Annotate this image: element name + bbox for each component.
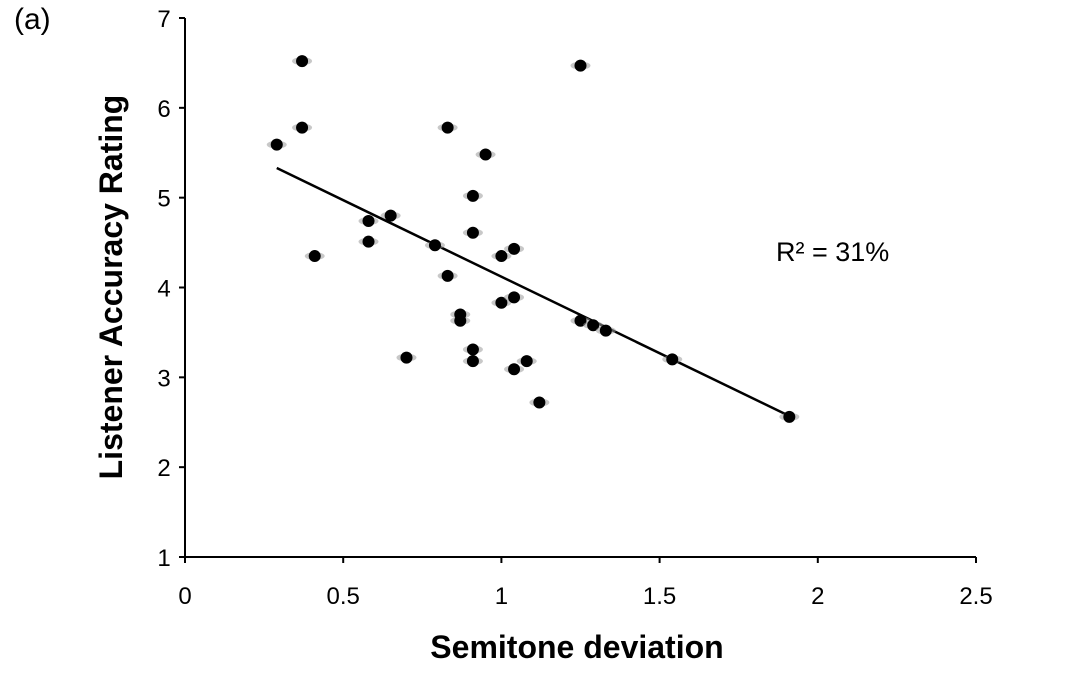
data-point bbox=[296, 121, 309, 134]
x-axis-title: Semitone deviation bbox=[430, 629, 723, 665]
y-tick-label: 3 bbox=[157, 365, 170, 392]
data-point bbox=[466, 189, 479, 202]
y-axis-title: Listener Accuracy Rating bbox=[93, 95, 129, 480]
data-points bbox=[266, 55, 800, 423]
data-point bbox=[783, 410, 796, 423]
y-axis-ticks: 1 2 3 4 5 6 7 bbox=[157, 6, 185, 572]
x-tick-label: 2.5 bbox=[959, 583, 992, 610]
data-point bbox=[479, 148, 492, 161]
y-tick-label: 7 bbox=[157, 6, 170, 33]
y-tick-label: 4 bbox=[157, 276, 170, 303]
data-point bbox=[454, 314, 467, 327]
data-point bbox=[495, 250, 508, 263]
x-tick-label: 1.5 bbox=[643, 583, 676, 610]
data-point bbox=[466, 355, 479, 368]
data-point bbox=[533, 396, 546, 409]
data-point bbox=[574, 314, 587, 327]
data-point bbox=[508, 242, 521, 255]
y-tick-label: 1 bbox=[157, 545, 170, 572]
x-tick-label: 2 bbox=[811, 583, 824, 610]
data-point bbox=[574, 59, 587, 72]
data-point bbox=[495, 296, 508, 309]
data-point bbox=[362, 215, 375, 228]
data-point bbox=[466, 226, 479, 239]
trendline-group bbox=[276, 166, 790, 418]
data-point bbox=[441, 269, 454, 282]
r-squared-annotation: R² = 31% bbox=[776, 237, 889, 267]
data-point bbox=[400, 351, 413, 364]
trendline bbox=[276, 166, 790, 418]
data-point bbox=[308, 250, 321, 263]
data-point bbox=[587, 319, 600, 332]
data-point bbox=[384, 209, 397, 222]
x-axis-ticks: 0 0.5 1 1.5 2 2.5 bbox=[178, 557, 993, 610]
panel-label: (a) bbox=[14, 3, 51, 36]
data-point bbox=[296, 55, 309, 68]
data-point bbox=[441, 121, 454, 134]
data-point bbox=[428, 239, 441, 252]
data-point bbox=[508, 363, 521, 376]
data-point bbox=[466, 343, 479, 356]
y-tick-label: 5 bbox=[157, 186, 170, 213]
x-tick-label: 0.5 bbox=[327, 583, 360, 610]
data-point bbox=[520, 355, 533, 368]
data-point bbox=[666, 353, 679, 366]
data-point bbox=[508, 291, 521, 304]
x-tick-label: 0 bbox=[178, 583, 191, 610]
y-tick-label: 6 bbox=[157, 96, 170, 123]
x-tick-label: 1 bbox=[495, 583, 508, 610]
y-tick-label: 2 bbox=[157, 455, 170, 482]
data-point bbox=[270, 138, 283, 151]
data-point bbox=[362, 235, 375, 248]
data-point bbox=[599, 324, 612, 337]
